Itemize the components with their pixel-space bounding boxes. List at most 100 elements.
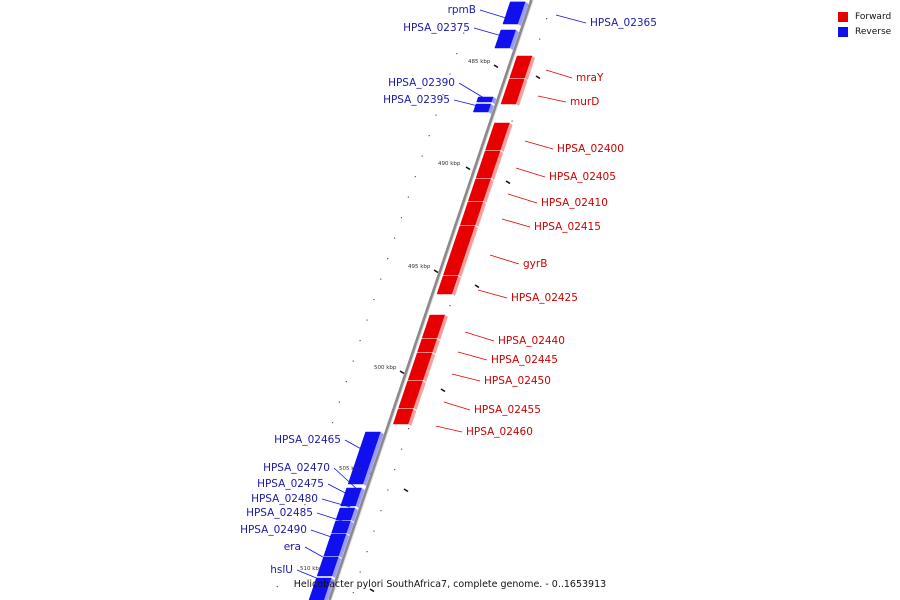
gene-shade-HPSA_02465 xyxy=(363,432,384,486)
leader-HPSA_02440 xyxy=(464,331,495,342)
major-tick-right xyxy=(535,75,541,80)
major-tick-left xyxy=(433,269,439,274)
gene-label-murD[interactable]: murD xyxy=(570,96,599,108)
major-tick-right xyxy=(369,588,375,593)
gene-shade-hslU xyxy=(324,578,335,600)
kbp-tick-labels: 485 kbp 490 kbp 495 kbp 500 kbp 505 kbp 510 k… xyxy=(300,59,491,572)
gene-shade-HPSA_02410 xyxy=(483,179,494,203)
gene-shade-mraY xyxy=(524,56,536,80)
gene-shade-HPSA_02445 xyxy=(432,339,440,354)
gene-shade-gyrB xyxy=(458,226,478,277)
gene-label-HPSA_02390[interactable]: HPSA_02390 xyxy=(388,77,455,89)
gene-label-HPSA_02485[interactable]: HPSA_02485 xyxy=(246,507,313,519)
minor-tick-left xyxy=(366,319,368,321)
minor-tick-left xyxy=(304,504,306,506)
minor-tick-left xyxy=(325,442,327,444)
minor-tick-right xyxy=(407,428,410,430)
gene-shade-HPSA_02460 xyxy=(408,409,417,426)
gene-label-hslU[interactable]: hslU xyxy=(270,564,293,576)
minor-tick-right xyxy=(387,489,389,491)
gene-shade-HPSA_02475 xyxy=(355,501,361,508)
gene-shade-HPSA_02470 xyxy=(357,488,365,504)
gene-shade-HPSA_02450 xyxy=(423,353,436,382)
minor-tick-left xyxy=(338,401,340,403)
major-tick-left xyxy=(465,166,471,171)
minor-tick-left xyxy=(311,483,313,485)
kbp-label: 505 kbp xyxy=(339,466,362,472)
gene-label-rpmB[interactable]: rpmB xyxy=(448,4,476,16)
gene-label-HPSA_02440[interactable]: HPSA_02440 xyxy=(498,335,565,347)
minor-tick-left xyxy=(456,53,458,55)
minor-tick-right xyxy=(394,469,396,471)
gene-shade-HPSA_02375 xyxy=(509,30,519,50)
minor-tick-left xyxy=(290,545,292,547)
gene-label-HPSA_02490[interactable]: HPSA_02490 xyxy=(240,524,307,536)
gene-shade-era xyxy=(332,557,342,578)
gene-label-HPSA_02475[interactable]: HPSA_02475 xyxy=(257,478,324,490)
minor-tick-left xyxy=(414,176,416,178)
leader-HPSA_02445 xyxy=(457,351,488,361)
gene-block-hslU[interactable] xyxy=(308,577,332,600)
gene-label-HPSA_02400[interactable]: HPSA_02400 xyxy=(557,143,624,155)
leader-HPSA_02485 xyxy=(316,512,346,523)
gene-label-HPSA_02405[interactable]: HPSA_02405 xyxy=(549,171,616,183)
gene-label-HPSA_02450[interactable]: HPSA_02450 xyxy=(484,375,551,387)
leader-HPSA_02425 xyxy=(477,289,508,299)
gene-label-HPSA_02415[interactable]: HPSA_02415 xyxy=(534,221,601,233)
minor-tick-left xyxy=(394,237,396,239)
minor-tick-left xyxy=(283,565,285,567)
gene-label-HPSA_02455[interactable]: HPSA_02455 xyxy=(474,404,541,416)
gene-shade-HPSA_02485 xyxy=(346,521,354,535)
gene-label-HPSA_02410[interactable]: HPSA_02410 xyxy=(541,197,608,209)
minor-tick-left xyxy=(449,73,451,75)
gene-label-mraY[interactable]: mraY xyxy=(576,72,604,84)
leader-HPSA_02460 xyxy=(435,425,463,433)
gene-shade-HPSA_02365 xyxy=(521,2,529,16)
major-tick-right xyxy=(474,284,480,289)
gene-label-HPSA_02480[interactable]: HPSA_02480 xyxy=(251,493,318,505)
minor-tick-right xyxy=(546,18,548,20)
minor-tick-left xyxy=(463,32,465,34)
gene-shade-HPSA_02395 xyxy=(488,104,494,114)
gene-shade-HPSA_02490 xyxy=(338,534,350,558)
gene-label-HPSA_02445[interactable]: HPSA_02445 xyxy=(491,354,558,366)
gene-label-HPSA_02425[interactable]: HPSA_02425 xyxy=(511,292,578,304)
leader-era xyxy=(304,546,331,562)
minor-tick-left xyxy=(387,258,389,260)
gene-label-HPSA_02465[interactable]: HPSA_02465 xyxy=(274,434,341,446)
legend-reverse: Reverse xyxy=(838,24,891,39)
major-tick-right xyxy=(440,388,446,393)
leader-HPSA_02470 xyxy=(333,467,359,491)
gene-label-HPSA_02460[interactable]: HPSA_02460 xyxy=(466,426,533,438)
leader-HPSA_02375 xyxy=(473,27,503,37)
minor-tick-right xyxy=(511,120,513,122)
minor-tick-left xyxy=(400,217,403,219)
leader-HPSA_02400 xyxy=(524,140,554,150)
kbp-label: 500 kbp xyxy=(374,365,397,371)
leader-HPSA_02410 xyxy=(507,193,538,204)
legend-forward-label: Forward xyxy=(855,11,892,22)
backbone-line xyxy=(328,0,533,600)
kbp-label: 485 kbp xyxy=(468,59,491,65)
kbp-label: 490 kbp xyxy=(438,161,461,167)
gene-label-HPSA_02365[interactable]: HPSA_02365 xyxy=(590,17,657,29)
minor-tick-right xyxy=(359,571,361,573)
gene-label-HPSA_02470[interactable]: HPSA_02470 xyxy=(263,462,330,474)
gene-block-HPSA_02390[interactable] xyxy=(476,96,494,103)
leader-HPSA_02475 xyxy=(327,483,356,499)
minor-tick-left xyxy=(421,155,423,157)
gene-labels: rpmB HPSA_02365 HPSA_02375 mraY murD HPSA_023… xyxy=(240,4,657,576)
gene-shade-HPSA_02400 xyxy=(500,123,513,152)
leader-HPSA_02455 xyxy=(443,401,471,411)
minor-tick-right xyxy=(373,530,375,532)
kbp-label: 510 kbp xyxy=(300,566,323,572)
legend-forward-swatch xyxy=(838,11,848,22)
backbone-highlight xyxy=(330,0,534,600)
minor-tick-left xyxy=(470,12,472,14)
gene-label-era[interactable]: era xyxy=(284,541,301,553)
gene-label-HPSA_02395[interactable]: HPSA_02395 xyxy=(383,94,450,106)
gene-label-gyrB[interactable]: gyrB xyxy=(523,258,547,270)
gene-label-HPSA_02375[interactable]: HPSA_02375 xyxy=(403,22,470,34)
leader-HPSA_02395 xyxy=(453,99,487,109)
